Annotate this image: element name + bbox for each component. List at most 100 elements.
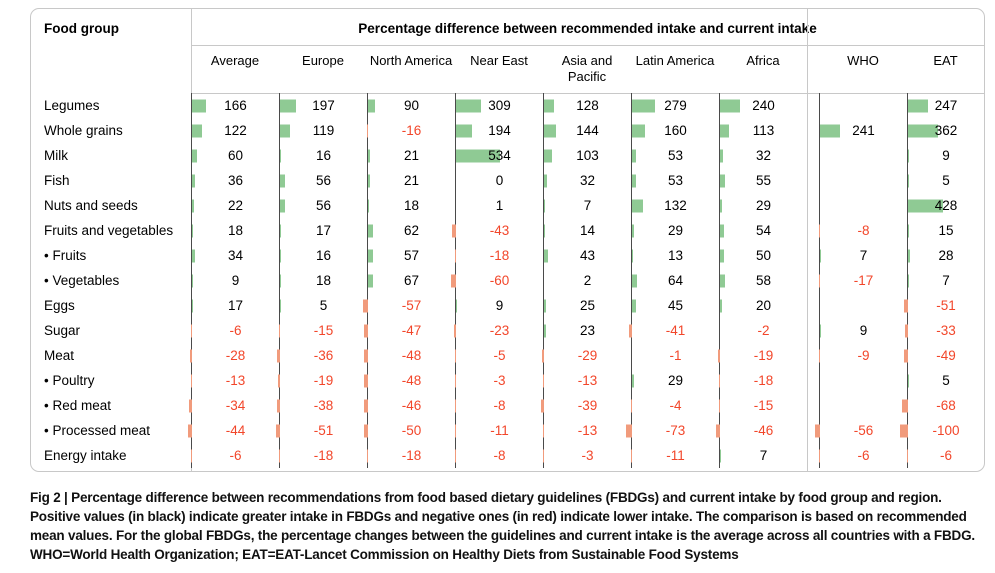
cell-value: 21 [403, 173, 420, 188]
value-cell-africa: 55 [719, 168, 807, 193]
cell-value: -47 [401, 323, 422, 338]
cell-value: -11 [666, 448, 685, 463]
cell-value: -44 [225, 423, 246, 438]
cell-value: 14 [579, 223, 596, 238]
value-cell-asia-and-pacific: 128 [543, 93, 631, 118]
row-label: Whole grains [44, 123, 123, 138]
column-header-europe: Europe [302, 53, 344, 68]
positive-bar [456, 299, 458, 312]
negative-bar [630, 399, 632, 412]
value-cell-average: -34 [189, 393, 279, 418]
value-cell-europe: -15 [278, 318, 367, 343]
cell-value: 29 [755, 198, 772, 213]
value-cell-eat: 428 [907, 193, 984, 218]
cell-value: 58 [755, 273, 772, 288]
value-cell-asia-and-pacific: 103 [543, 143, 631, 168]
cell-value: 50 [755, 248, 772, 263]
row-label: • Fruits [44, 248, 87, 263]
negative-bar [899, 424, 908, 437]
group-gap [807, 45, 819, 93]
food-row-nuts-and-seeds: Nuts and seeds 22 56 18 1 7 132 29 428 [31, 193, 984, 218]
row-label: Eggs [44, 298, 75, 313]
cell-value: 56 [315, 198, 332, 213]
header-underline [191, 93, 984, 94]
positive-bar [456, 124, 472, 137]
value-cell-asia-and-pacific: 14 [543, 218, 631, 243]
cell-value: 113 [752, 123, 775, 138]
value-cell-north-america: 18 [367, 193, 455, 218]
value-cell-europe: -18 [278, 443, 367, 468]
positive-bar [632, 274, 638, 287]
value-cell-who [819, 143, 907, 168]
value-cell-europe: 56 [279, 168, 367, 193]
negative-bar [541, 349, 544, 362]
value-cell-north-america: 67 [367, 268, 455, 293]
row-label: Fish [44, 173, 70, 188]
positive-bar [368, 249, 373, 262]
value-cell-europe: 16 [279, 243, 367, 268]
value-cell-average: 17 [191, 293, 279, 318]
positive-bar [632, 99, 655, 112]
food-row-red-meat: • Red meat -34 -38 -46 -8 -39 -4 -15 -68 [31, 393, 984, 418]
cell-value: 20 [755, 298, 772, 313]
value-cell-north-america: 57 [367, 243, 455, 268]
value-cell-eat: 5 [907, 368, 984, 393]
cell-value: 0 [495, 173, 504, 188]
negative-bar [540, 399, 544, 412]
cell-value: 5 [942, 173, 950, 188]
value-cell-europe: -51 [275, 418, 367, 443]
positive-bar [720, 224, 725, 237]
positive-bar [192, 124, 202, 137]
negative-bar [189, 349, 192, 362]
food-row-energy-intake: Energy intake -6 -18 -18 -8 -3 -11 7 -6 -6 [31, 443, 984, 468]
value-cell-asia-and-pacific: 32 [543, 168, 631, 193]
cell-value: 22 [227, 198, 244, 213]
cell-value: 194 [488, 123, 511, 138]
column-headers-row: Average Europe North America Near East Asia … [31, 45, 984, 93]
positive-bar [368, 99, 376, 112]
cell-value: 5 [942, 373, 950, 388]
value-cell-eat: -6 [906, 443, 984, 468]
cell-value: -19 [313, 373, 334, 388]
food-row-eggs: Eggs 17 5 -57 9 25 45 20 -51 [31, 293, 984, 318]
negative-bar [190, 374, 192, 387]
value-cell-average: 36 [191, 168, 279, 193]
value-cell-average: -44 [188, 418, 279, 443]
value-cell-who: 9 [819, 318, 907, 343]
negative-bar [815, 424, 820, 437]
value-cell-north-america: -16 [366, 118, 455, 143]
cell-value: -43 [489, 223, 510, 238]
value-cell-near-east: 194 [455, 118, 543, 143]
negative-bar [818, 349, 820, 362]
table-header-row: Food group Percentage difference between… [31, 9, 984, 45]
positive-bar [456, 149, 500, 162]
positive-bar [820, 124, 840, 137]
row-label: • Poultry [44, 373, 95, 388]
table-body: Legumes 166 197 90 309 128 279 240 247 Whole grai… [31, 93, 984, 468]
positive-bar [720, 149, 723, 162]
negative-bar [454, 399, 456, 412]
cell-value: -15 [753, 398, 774, 413]
cell-value: -3 [581, 448, 594, 463]
column-header-eat: EAT [933, 53, 958, 68]
cell-value: -33 [936, 323, 956, 338]
cell-value: -68 [936, 398, 956, 413]
value-cell-eat: -51 [903, 293, 984, 318]
value-cell-north-america: 90 [367, 93, 455, 118]
cell-value: -17 [853, 273, 874, 288]
cell-value: -49 [936, 348, 956, 363]
value-cell-eat: -68 [902, 393, 984, 418]
negative-bar [902, 399, 908, 412]
cell-value: 144 [576, 123, 599, 138]
value-cell-average: 166 [191, 93, 279, 118]
positive-bar [368, 274, 374, 287]
negative-bar [454, 449, 456, 462]
value-cell-eat: -49 [903, 343, 984, 368]
cell-value: 29 [667, 373, 684, 388]
negative-bar [278, 374, 280, 387]
cell-value: -18 [753, 373, 774, 388]
value-cell-africa: -18 [718, 368, 807, 393]
positive-bar [908, 224, 910, 237]
positive-bar [280, 274, 282, 287]
value-cell-average: -6 [190, 318, 279, 343]
